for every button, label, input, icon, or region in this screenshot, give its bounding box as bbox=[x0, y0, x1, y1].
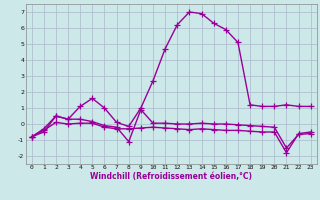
X-axis label: Windchill (Refroidissement éolien,°C): Windchill (Refroidissement éolien,°C) bbox=[90, 172, 252, 181]
